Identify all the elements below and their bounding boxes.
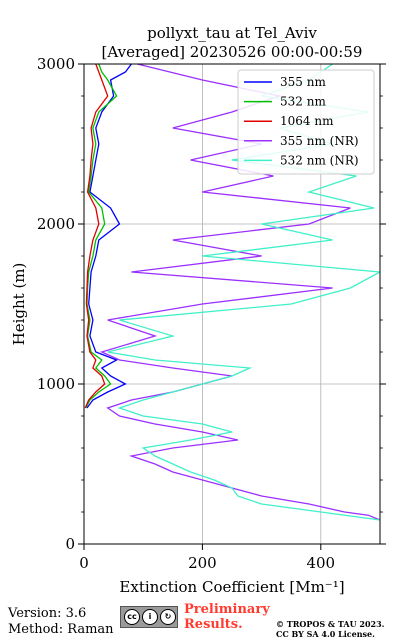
axis-ticks: 0 200 400 0 1000 2000 3000	[37, 55, 386, 572]
legend-label: 355 nm	[280, 75, 326, 89]
method-text: Method: Raman	[8, 622, 114, 637]
y-axis-label: Height (m)	[10, 263, 28, 346]
series-line-2	[84, 64, 109, 409]
series-line-0	[86, 64, 132, 409]
chart-title-line1: pollyxt_tau at Tel_Aviv	[147, 24, 317, 42]
legend: 355 nm 532 nm 1064 nm 355 nm (NR) 532 nm (NR…	[237, 69, 375, 175]
plot-frame	[83, 63, 381, 545]
preliminary-notice: Preliminary Results.	[184, 602, 270, 632]
legend-label: 532 nm	[280, 95, 326, 109]
sa-icon: ↻	[160, 609, 176, 625]
copyright-notice: © TROPOS & TAU 2023. CC BY SA 4.0 Licens…	[276, 619, 384, 639]
copyright-line1: © TROPOS & TAU 2023.	[276, 619, 385, 629]
x-tick-label: 0	[79, 554, 89, 572]
legend-label: 1064 nm	[280, 114, 334, 128]
cc-icon: cc	[124, 609, 140, 625]
x-tick-label: 200	[188, 554, 217, 572]
legend-label: 355 nm (NR)	[280, 134, 359, 148]
copyright-line2: CC BY SA 4.0 License.	[276, 629, 375, 639]
chart-title-line2: [Averaged] 20230526 00:00-00:59	[102, 43, 363, 61]
by-icon: i	[142, 609, 158, 625]
cc-license-badge: cc i ↻	[120, 606, 178, 628]
x-axis-label: Extinction Coefficient [Mm⁻¹]	[119, 578, 344, 596]
legend-frame	[237, 69, 375, 175]
y-tick-label: 1000	[37, 375, 75, 393]
y-tick-label: 0	[65, 535, 75, 553]
preliminary-line2: Results.	[184, 617, 243, 632]
version-text: Version: 3.6	[8, 606, 87, 621]
x-tick-label: 400	[306, 554, 335, 572]
preliminary-line1: Preliminary	[184, 602, 270, 617]
y-tick-label: 2000	[37, 215, 75, 233]
legend-label: 532 nm (NR)	[280, 153, 359, 167]
series-line-1	[85, 64, 118, 409]
y-tick-label: 3000	[37, 55, 75, 73]
